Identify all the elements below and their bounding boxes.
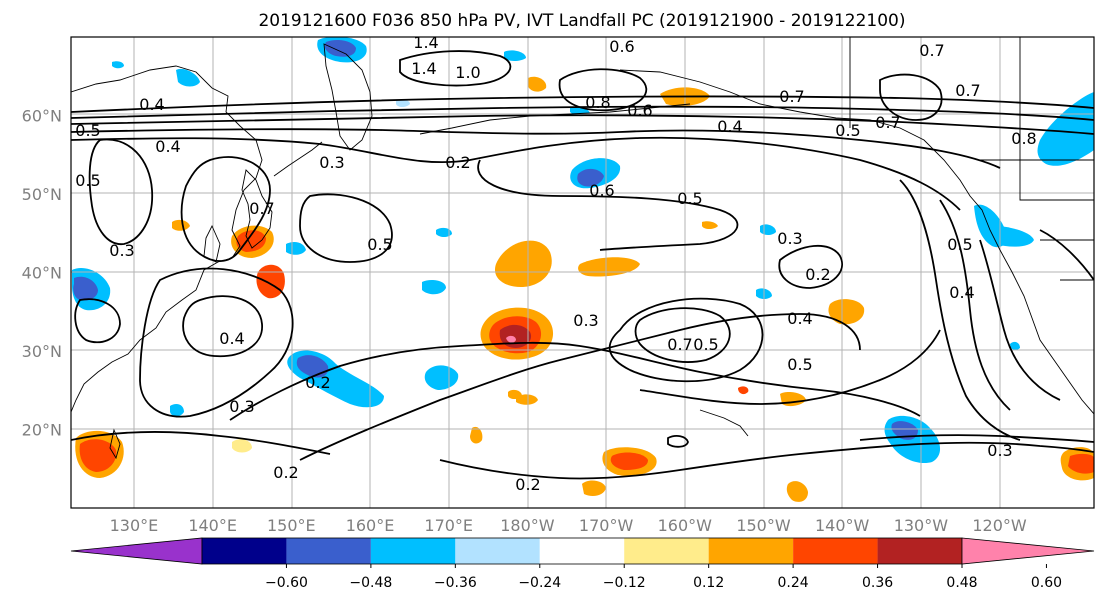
contour-label: 0.8 — [1011, 129, 1036, 148]
contour-label: 0.7 — [779, 87, 804, 106]
lon-label: 150°E — [267, 516, 316, 535]
contour-label: 0.3 — [229, 397, 254, 416]
colorbar-segment — [708, 538, 794, 564]
lon-label: 160°W — [658, 516, 713, 535]
ivt-contours — [71, 50, 1094, 480]
lat-label: 20°N — [22, 421, 62, 440]
contour-label: 0.5 — [75, 121, 100, 140]
colorbar-segment — [877, 538, 962, 564]
map-content — [71, 37, 1094, 508]
contour-label: 1.0 — [455, 63, 480, 82]
colorbar-segment — [286, 538, 371, 564]
lat-label: 30°N — [22, 342, 62, 361]
contour-labels: 1.4 1.4 1.0 0.6 0.8 0.7 0.7 0.7 0.7 0.6 0.4 0.5 0.8 0… — [75, 33, 1036, 494]
colorbar-ticks: −0.60 −0.48 −0.36 −0.24 −0.12 0.12 0.24 0.36 0.4… — [265, 564, 1062, 591]
colorbar-segment — [455, 538, 540, 564]
contour-label: 0.5 — [75, 171, 100, 190]
longitude-labels: 130°E 140°E 150°E 160°E 170°E 180°W 170°W 160°W… — [110, 516, 1027, 535]
lat-label: 40°N — [22, 264, 62, 283]
colorbar-segments — [201, 537, 963, 565]
colorbar-tick-label: 0.12 — [693, 575, 724, 591]
colorbar-segment — [539, 538, 625, 564]
contour-label: 0.2 — [305, 373, 330, 392]
contour-label: 0.5 — [835, 121, 860, 140]
contour-label: 0.7 — [875, 113, 900, 132]
lon-label: 170°E — [424, 516, 473, 535]
contour-label: 0.5 — [677, 189, 702, 208]
contour-label: 0.5 — [367, 235, 392, 254]
lon-label: 130°E — [110, 516, 159, 535]
colorbar-tick-label: 0.48 — [946, 575, 977, 591]
lon-label: 170°W — [579, 516, 634, 535]
contour-label: 0.2 — [515, 475, 540, 494]
map-panel — [70, 36, 1095, 509]
contour-label: 0.8 — [585, 93, 610, 112]
colorbar-tick-label: 0.36 — [862, 575, 893, 591]
contour-label: 0.4 — [219, 329, 244, 348]
contour-label: 0.3 — [987, 441, 1012, 460]
contour-label: 1.4 — [413, 33, 438, 52]
coast-asia — [71, 65, 263, 413]
contour-label: 0.4 — [787, 309, 812, 328]
contour-label: 0.6 — [627, 101, 652, 120]
lon-label: 130°W — [894, 516, 949, 535]
colorbar-extend-low — [70, 537, 203, 565]
lat-label: 50°N — [22, 185, 62, 204]
contour-label: 0.7 — [955, 81, 980, 100]
lon-label: 140°W — [815, 516, 870, 535]
contour-label: 0.4 — [139, 95, 164, 114]
colorbar: −0.60 −0.48 −0.36 −0.24 −0.12 0.12 0.24 0.36 0.4… — [70, 537, 1095, 591]
contour-label: 0.3 — [319, 153, 344, 172]
colorbar-tick-label: −0.60 — [265, 575, 308, 591]
contour-label: 0.2 — [273, 463, 298, 482]
lon-label: 180°W — [500, 516, 555, 535]
colorbar-tick-label: 0.60 — [1031, 575, 1062, 591]
colorbar-tick-label: −0.12 — [603, 575, 646, 591]
contour-label: 0.3 — [109, 241, 134, 260]
lon-label: 150°W — [736, 516, 791, 535]
coast-taiwan — [109, 428, 121, 460]
contour-label: 0.7 — [919, 41, 944, 60]
colorbar-tick-label: −0.48 — [349, 575, 392, 591]
coast-alaska — [619, 69, 1094, 415]
contour-label: 0.4 — [717, 117, 742, 136]
contour-label: 0.4 — [949, 283, 974, 302]
latitude-labels: 60°N 50°N 40°N 30°N 20°N — [22, 107, 62, 440]
colorbar-tick-label: 0.24 — [778, 575, 809, 591]
colorbar-segment — [202, 538, 287, 564]
colorbar-segment — [624, 538, 709, 564]
colorbar-segment — [793, 538, 878, 564]
contour-label: 0.5 — [947, 235, 972, 254]
map-border — [70, 36, 1095, 509]
colorbar-segment — [370, 538, 456, 564]
contour-label: 0.3 — [573, 311, 598, 330]
border-canada-provinces — [980, 37, 1094, 281]
contour-label: 0.7 — [249, 199, 274, 218]
contour-label: 0.4 — [155, 137, 180, 156]
colorbar-tick-label: −0.24 — [518, 575, 561, 591]
blob-positive-central — [480, 307, 554, 360]
contour-label: 0.6 — [589, 181, 614, 200]
colorbar-extend-high — [961, 537, 1095, 565]
figure-title: 2019121600 F036 850 hPa PV, IVT Landfall… — [258, 11, 905, 31]
coast-japan — [241, 169, 273, 249]
lat-label: 60°N — [22, 107, 62, 126]
lon-label: 140°E — [188, 516, 237, 535]
contour-label: 0.6 — [609, 37, 634, 56]
lon-label: 120°W — [972, 516, 1027, 535]
contour-label: 0.5 — [787, 355, 812, 374]
coast-kamchatka — [323, 43, 373, 151]
contour-label: 0.7 — [667, 335, 692, 354]
lon-label: 160°E — [346, 516, 395, 535]
contour-label: 0.3 — [777, 229, 802, 248]
contour-label: 0.2 — [445, 153, 470, 172]
contour-label: 1.4 — [411, 59, 436, 78]
contour-label: 0.2 — [805, 265, 830, 284]
coast-hawaii — [699, 409, 749, 437]
coast-kuril — [273, 141, 323, 177]
contour-label: 0.5 — [693, 335, 718, 354]
colorbar-tick-label: −0.36 — [434, 575, 477, 591]
